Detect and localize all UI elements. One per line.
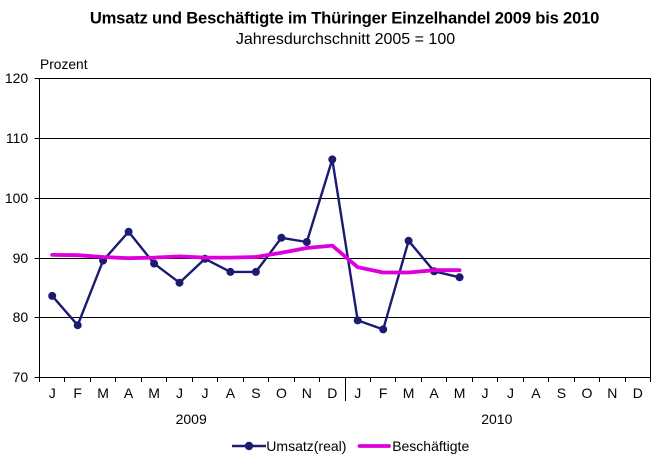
svg-text:Umsatz und Beschäftigte im Thü: Umsatz und Beschäftigte im Thüringer Ein…: [90, 8, 599, 27]
svg-text:N: N: [607, 385, 617, 401]
svg-text:D: D: [327, 385, 337, 401]
svg-text:F: F: [73, 385, 82, 401]
svg-text:Jahresdurchschnitt 2005 = 100: Jahresdurchschnitt 2005 = 100: [236, 31, 455, 48]
svg-text:Beschäftigte: Beschäftigte: [392, 438, 469, 454]
svg-text:100: 100: [5, 190, 29, 206]
svg-text:J: J: [507, 385, 514, 401]
svg-text:A: A: [124, 385, 134, 401]
svg-text:M: M: [148, 385, 160, 401]
svg-text:Prozent: Prozent: [40, 57, 88, 72]
svg-text:F: F: [379, 385, 388, 401]
svg-text:O: O: [276, 385, 287, 401]
svg-text:A: A: [226, 385, 236, 401]
svg-text:Umsatz(real): Umsatz(real): [266, 438, 346, 454]
svg-text:M: M: [97, 385, 109, 401]
svg-text:70: 70: [13, 369, 29, 385]
svg-text:A: A: [429, 385, 439, 401]
svg-text:2009: 2009: [176, 411, 207, 427]
svg-text:J: J: [49, 385, 56, 401]
svg-text:2010: 2010: [481, 411, 512, 427]
svg-text:J: J: [202, 385, 209, 401]
svg-text:80: 80: [13, 309, 29, 325]
svg-text:J: J: [482, 385, 489, 401]
svg-text:M: M: [454, 385, 466, 401]
svg-text:M: M: [403, 385, 415, 401]
svg-text:D: D: [633, 385, 643, 401]
svg-text:J: J: [176, 385, 183, 401]
svg-text:S: S: [251, 385, 260, 401]
svg-text:O: O: [581, 385, 592, 401]
svg-text:S: S: [557, 385, 566, 401]
svg-text:J: J: [354, 385, 361, 401]
svg-text:120: 120: [5, 70, 29, 86]
svg-text:90: 90: [13, 250, 29, 266]
svg-text:N: N: [302, 385, 312, 401]
svg-text:110: 110: [6, 130, 29, 146]
svg-text:A: A: [531, 385, 541, 401]
